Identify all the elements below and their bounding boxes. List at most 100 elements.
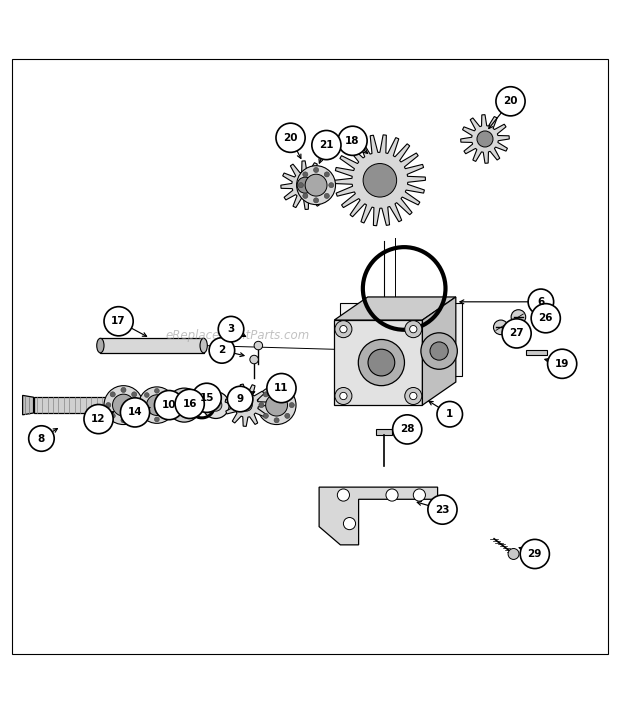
- Circle shape: [228, 386, 253, 412]
- Polygon shape: [340, 303, 462, 376]
- Circle shape: [175, 389, 204, 419]
- Polygon shape: [319, 487, 438, 545]
- Circle shape: [340, 326, 347, 333]
- Circle shape: [274, 418, 279, 423]
- Text: 8: 8: [38, 434, 45, 443]
- Circle shape: [285, 392, 290, 397]
- Circle shape: [154, 389, 159, 393]
- Circle shape: [169, 403, 174, 407]
- Circle shape: [264, 414, 268, 419]
- Circle shape: [276, 123, 305, 153]
- Circle shape: [154, 417, 159, 422]
- Circle shape: [343, 518, 356, 530]
- Text: 28: 28: [400, 424, 414, 434]
- Text: 14: 14: [128, 407, 143, 417]
- Circle shape: [136, 403, 141, 408]
- Text: 15: 15: [200, 393, 214, 403]
- Polygon shape: [281, 161, 329, 210]
- Polygon shape: [422, 297, 456, 405]
- Polygon shape: [376, 429, 392, 436]
- Polygon shape: [334, 297, 456, 320]
- Circle shape: [240, 399, 252, 411]
- Circle shape: [250, 355, 259, 364]
- Circle shape: [335, 387, 352, 404]
- Polygon shape: [225, 384, 267, 426]
- Circle shape: [285, 414, 290, 419]
- Circle shape: [430, 342, 448, 360]
- Circle shape: [29, 426, 54, 451]
- Circle shape: [167, 388, 202, 422]
- Text: 27: 27: [509, 329, 524, 339]
- Circle shape: [203, 391, 229, 419]
- Circle shape: [314, 198, 319, 203]
- Circle shape: [405, 321, 422, 338]
- Circle shape: [174, 396, 194, 415]
- Circle shape: [267, 374, 296, 403]
- Circle shape: [508, 548, 519, 560]
- Circle shape: [121, 418, 126, 423]
- Circle shape: [368, 349, 395, 376]
- Circle shape: [528, 289, 554, 314]
- Circle shape: [139, 387, 175, 424]
- Polygon shape: [334, 135, 425, 226]
- Circle shape: [335, 321, 352, 338]
- Circle shape: [363, 163, 397, 197]
- Circle shape: [496, 87, 525, 116]
- Circle shape: [104, 386, 143, 424]
- Circle shape: [121, 387, 126, 392]
- Circle shape: [405, 387, 422, 404]
- Circle shape: [502, 319, 531, 348]
- Circle shape: [358, 339, 404, 386]
- Circle shape: [144, 413, 149, 418]
- Polygon shape: [461, 115, 509, 163]
- Circle shape: [337, 489, 350, 501]
- Circle shape: [298, 183, 303, 188]
- Circle shape: [84, 404, 113, 434]
- Circle shape: [218, 317, 244, 342]
- Circle shape: [428, 495, 457, 524]
- Circle shape: [437, 401, 463, 427]
- Circle shape: [494, 320, 508, 334]
- Circle shape: [329, 183, 334, 188]
- Polygon shape: [526, 350, 547, 355]
- Circle shape: [338, 126, 367, 155]
- Circle shape: [146, 395, 167, 416]
- Circle shape: [274, 387, 279, 392]
- Ellipse shape: [200, 338, 207, 353]
- Text: 23: 23: [435, 505, 449, 515]
- Circle shape: [511, 309, 526, 324]
- Circle shape: [106, 403, 111, 408]
- Circle shape: [340, 392, 347, 400]
- Circle shape: [547, 349, 577, 379]
- Text: 21: 21: [319, 140, 334, 150]
- Text: 16: 16: [182, 399, 197, 409]
- Text: 20: 20: [503, 96, 518, 106]
- Circle shape: [520, 540, 549, 568]
- Circle shape: [303, 193, 308, 198]
- Circle shape: [289, 403, 294, 408]
- Text: 18: 18: [345, 135, 360, 145]
- Circle shape: [154, 391, 184, 420]
- Polygon shape: [112, 396, 128, 415]
- Circle shape: [324, 193, 329, 198]
- Circle shape: [410, 392, 417, 400]
- Circle shape: [165, 413, 169, 418]
- Circle shape: [303, 172, 308, 177]
- Circle shape: [104, 307, 133, 336]
- Text: 2: 2: [218, 345, 226, 355]
- Circle shape: [113, 394, 135, 416]
- Circle shape: [110, 414, 115, 419]
- Circle shape: [312, 130, 341, 160]
- Circle shape: [531, 304, 560, 333]
- Circle shape: [296, 165, 335, 205]
- Polygon shape: [334, 320, 422, 405]
- Circle shape: [110, 392, 115, 397]
- Circle shape: [477, 131, 493, 147]
- Circle shape: [140, 403, 145, 407]
- Text: 29: 29: [528, 549, 542, 559]
- Circle shape: [131, 414, 137, 419]
- Circle shape: [131, 392, 137, 397]
- Polygon shape: [100, 338, 203, 353]
- Circle shape: [305, 174, 327, 196]
- Circle shape: [410, 326, 417, 333]
